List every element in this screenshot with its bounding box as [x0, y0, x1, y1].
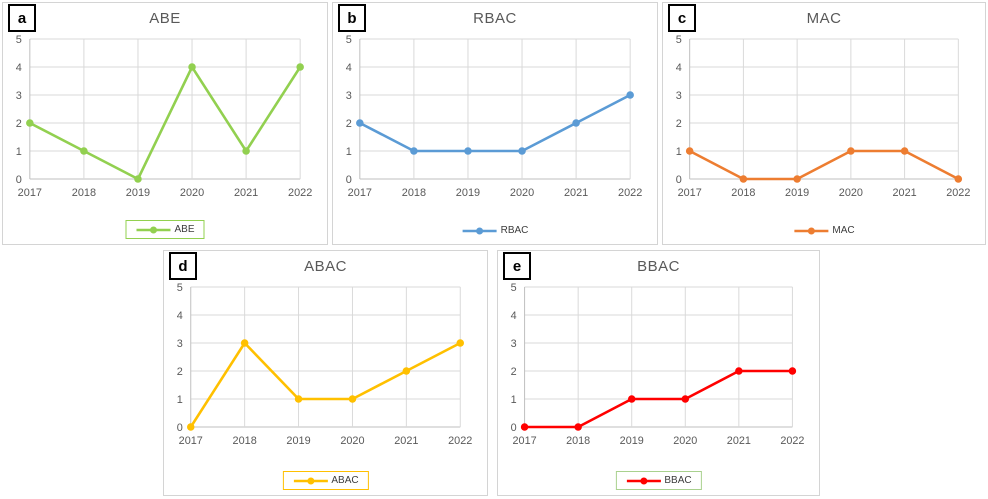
svg-text:0: 0: [16, 174, 22, 186]
svg-text:2020: 2020: [839, 187, 863, 199]
legend-line-marker-icon: [462, 227, 497, 234]
panel-letter-badge: c: [668, 4, 696, 32]
chart-title: ABAC: [304, 258, 347, 275]
line-plot: 0 1 2 3 4 5 2017 2018 2019 2020 2021 2022: [346, 34, 643, 199]
svg-text:2021: 2021: [564, 187, 588, 199]
legend-line-marker-icon: [794, 227, 829, 234]
svg-text:4: 4: [177, 310, 183, 322]
svg-text:2021: 2021: [394, 435, 418, 447]
svg-text:2: 2: [346, 118, 352, 130]
svg-text:2018: 2018: [233, 435, 257, 447]
panel-letter-badge: e: [503, 252, 531, 280]
svg-text:5: 5: [511, 282, 517, 294]
svg-text:3: 3: [511, 338, 517, 350]
chart-title: MAC: [806, 10, 842, 27]
legend: ABE: [125, 220, 205, 239]
chart-panel-abe: a ABE 0 1 2 3 4 5 2017 2018 2019 2020 2021 2022 ABE: [2, 2, 328, 245]
svg-text:2022: 2022: [288, 187, 312, 199]
svg-text:2019: 2019: [620, 435, 644, 447]
chart-panel-rbac: b RBAC 0 1 2 3 4 5 2017 2018 2019 2020 2021 2022 RB…: [332, 2, 658, 245]
svg-text:1: 1: [16, 146, 22, 158]
svg-text:4: 4: [16, 62, 22, 74]
legend-label: RBAC: [500, 225, 529, 236]
svg-text:2: 2: [16, 118, 22, 130]
legend-line-marker-icon: [293, 477, 328, 484]
panel-letter-badge: b: [338, 4, 366, 32]
svg-text:2019: 2019: [456, 187, 480, 199]
legend-label: MAC: [832, 225, 855, 236]
svg-text:0: 0: [676, 174, 682, 186]
svg-text:2022: 2022: [618, 187, 642, 199]
chart-title: ABE: [149, 10, 181, 27]
svg-text:2020: 2020: [340, 435, 364, 447]
chart-panel-abac: d ABAC 0 1 2 3 4 5 2017 2018 2019 2020 2021 2022 AB…: [163, 250, 488, 496]
legend-label: ABAC: [331, 475, 359, 486]
legend: RBAC: [452, 222, 538, 239]
line-plot: 0 1 2 3 4 5 2017 2018 2019 2020 2021 2022: [177, 282, 473, 447]
svg-text:2022: 2022: [946, 187, 970, 199]
chart-panel-bbac: e BBAC 0 1 2 3 4 5 2017 2018 2019 2020 2021 2022 BB…: [497, 250, 820, 496]
line-plot: 0 1 2 3 4 5 2017 2018 2019 2020 2021 2022: [676, 34, 971, 199]
svg-text:0: 0: [346, 174, 352, 186]
svg-text:2021: 2021: [727, 435, 751, 447]
legend: MAC: [784, 222, 864, 239]
svg-text:2022: 2022: [448, 435, 472, 447]
svg-text:5: 5: [676, 34, 682, 46]
svg-text:2019: 2019: [785, 187, 809, 199]
panel-letter-badge: d: [169, 252, 197, 280]
svg-text:0: 0: [511, 422, 517, 434]
line-plot: 0 1 2 3 4 5 2017 2018 2019 2020 2021 2022: [511, 282, 805, 447]
svg-text:2017: 2017: [179, 435, 203, 447]
svg-text:2017: 2017: [18, 187, 42, 199]
svg-text:2022: 2022: [780, 435, 804, 447]
svg-text:2017: 2017: [678, 187, 702, 199]
chart-title: BBAC: [637, 258, 680, 275]
legend: ABAC: [282, 471, 369, 490]
svg-text:0: 0: [177, 422, 183, 434]
svg-text:2019: 2019: [126, 187, 150, 199]
svg-text:4: 4: [346, 62, 352, 74]
svg-text:1: 1: [346, 146, 352, 158]
svg-text:2017: 2017: [513, 435, 537, 447]
chart-title: RBAC: [473, 10, 517, 27]
svg-text:3: 3: [16, 90, 22, 102]
legend-label: BBAC: [664, 475, 692, 486]
svg-text:1: 1: [676, 146, 682, 158]
svg-text:2020: 2020: [510, 187, 534, 199]
svg-text:5: 5: [16, 34, 22, 46]
svg-text:2018: 2018: [72, 187, 96, 199]
legend-label: ABE: [174, 224, 195, 235]
line-plot: 0 1 2 3 4 5 2017 2018 2019 2020 2021 2022: [16, 34, 313, 199]
chart-panel-mac: c MAC 0 1 2 3 4 5 2017 2018 2019 2020 2021 2022 MAC: [662, 2, 986, 245]
svg-text:2020: 2020: [673, 435, 697, 447]
legend-line-marker-icon: [136, 226, 171, 233]
svg-text:3: 3: [177, 338, 183, 350]
svg-text:5: 5: [346, 34, 352, 46]
svg-text:2021: 2021: [234, 187, 258, 199]
svg-text:2: 2: [511, 366, 517, 378]
svg-text:5: 5: [177, 282, 183, 294]
svg-text:3: 3: [346, 90, 352, 102]
svg-text:1: 1: [177, 394, 183, 406]
legend-line-marker-icon: [626, 477, 661, 484]
svg-text:2: 2: [676, 118, 682, 130]
svg-text:2018: 2018: [566, 435, 590, 447]
svg-text:1: 1: [511, 394, 517, 406]
svg-text:4: 4: [676, 62, 682, 74]
svg-text:2018: 2018: [402, 187, 426, 199]
svg-text:2021: 2021: [893, 187, 917, 199]
svg-text:2019: 2019: [286, 435, 310, 447]
svg-text:2018: 2018: [731, 187, 755, 199]
panel-letter-badge: a: [8, 4, 36, 32]
svg-text:3: 3: [676, 90, 682, 102]
legend: BBAC: [615, 471, 702, 490]
svg-text:4: 4: [511, 310, 517, 322]
svg-text:2017: 2017: [348, 187, 372, 199]
svg-text:2020: 2020: [180, 187, 204, 199]
svg-text:2: 2: [177, 366, 183, 378]
